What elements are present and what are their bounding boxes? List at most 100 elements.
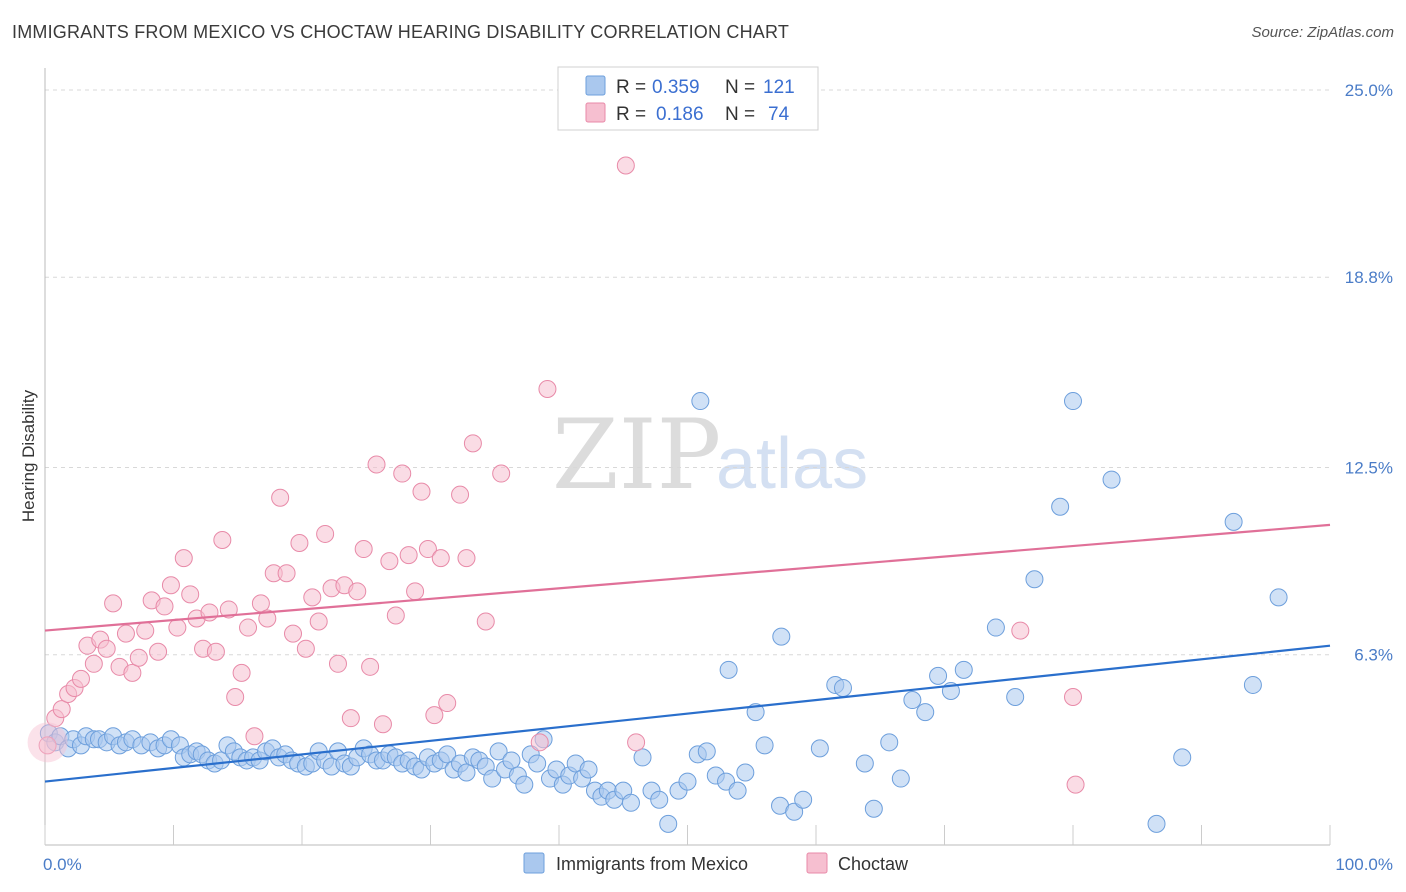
point-choctaw [1011,621,1030,640]
point-choctaw [616,156,635,175]
point-mexico [457,763,476,782]
point-choctaw [123,663,142,682]
point-choctaw [129,648,148,667]
point-mexico [736,763,755,782]
legend-series-mexico: Immigrants from Mexico [556,854,748,874]
chart-title: IMMIGRANTS FROM MEXICO VS CHOCTAW HEARIN… [12,22,790,42]
legend-n-label-2: N = [725,104,755,125]
point-mexico [903,691,922,710]
point-choctaw [425,706,444,725]
point-choctaw [239,618,258,637]
legend-n-value-2: 74 [768,104,790,125]
legend-swatch-blue [585,75,606,96]
point-mexico [916,703,935,722]
point-choctaw [1064,688,1082,707]
point-choctaw [530,733,549,752]
point-choctaw [97,639,116,658]
legend-top: R = 0.359 N = 121 R = 0.186 N = 74 [557,66,819,131]
point-mexico [755,736,774,755]
point-choctaw [232,663,251,682]
point-choctaw [380,552,399,571]
point-mexico [1224,512,1243,531]
watermark-atlas: atlas [716,424,868,504]
point-mexico [1243,675,1262,694]
point-mexico [1173,748,1192,767]
point-choctaw [373,715,392,734]
point-choctaw [1066,775,1085,794]
point-choctaw [361,657,380,676]
point-mexico [794,790,813,809]
point-choctaw [348,582,367,601]
point-choctaw [492,464,511,483]
data-points [27,156,1288,833]
point-choctaw [168,618,187,637]
point-mexico [1051,497,1070,516]
point-choctaw [149,642,168,661]
legend-bottom-swatch-pink [806,852,828,874]
point-choctaw [316,524,335,543]
point-choctaw [438,694,457,713]
point-mexico [659,814,678,833]
point-choctaw [52,700,71,719]
point-choctaw [271,488,290,507]
point-mexico [483,769,502,788]
point-mexico [438,745,457,764]
point-mexico [1102,470,1121,489]
point-mexico [954,660,973,679]
point-mexico [691,392,710,411]
point-choctaw [206,642,225,661]
point-choctaw [71,669,90,688]
point-mexico [1147,814,1166,833]
watermark-zip: ZIP [552,399,721,511]
x-tick-label-min: 0.0% [43,855,82,874]
point-mexico [772,627,791,646]
axes [44,68,1331,846]
point-mexico [633,748,652,767]
point-choctaw [418,540,437,559]
point-choctaw [181,585,200,604]
y-axis-label: Hearing Disability [19,389,38,522]
point-mexico [929,666,948,685]
point-choctaw [38,736,57,755]
point-choctaw [399,546,418,565]
point-mexico [833,678,852,697]
point-mexico [864,799,883,818]
point-choctaw [219,600,238,619]
point-choctaw [476,612,495,631]
point-mexico [621,793,640,812]
point-choctaw [116,624,135,643]
source-credit: Source: ZipAtlas.com [1251,24,1394,41]
point-mexico [891,769,910,788]
y-tick-label: 18.8% [1345,268,1393,287]
point-mexico [579,760,598,779]
point-choctaw [258,609,277,628]
point-mexico [880,733,899,752]
point-mexico [1269,588,1288,607]
point-choctaw [463,434,482,453]
legend-n-label-1: N = [725,77,755,98]
point-mexico [728,781,747,800]
point-mexico [650,790,669,809]
series-choctaw [38,156,1085,794]
point-mexico [1006,688,1025,707]
point-choctaw [284,624,303,643]
point-mexico [489,742,508,761]
legend-r-label-1: R = [616,77,646,98]
point-choctaw [136,621,155,640]
legend-n-value-1: 121 [763,77,795,98]
point-choctaw [457,549,476,568]
legend-swatch-pink [585,102,606,123]
point-mexico [719,660,738,679]
point-choctaw [354,540,373,559]
point-mexico [810,739,829,758]
x-tick-labels: 0.0% 100.0% [43,855,1393,874]
trend-line-choctaw [44,523,1331,632]
y-tick-label: 6.3% [1354,646,1393,665]
point-mexico [212,751,231,770]
point-choctaw [627,733,646,752]
point-choctaw [538,379,557,398]
point-mexico [1025,570,1044,589]
point-mexico [697,742,716,761]
watermark: ZIP atlas [552,399,868,511]
